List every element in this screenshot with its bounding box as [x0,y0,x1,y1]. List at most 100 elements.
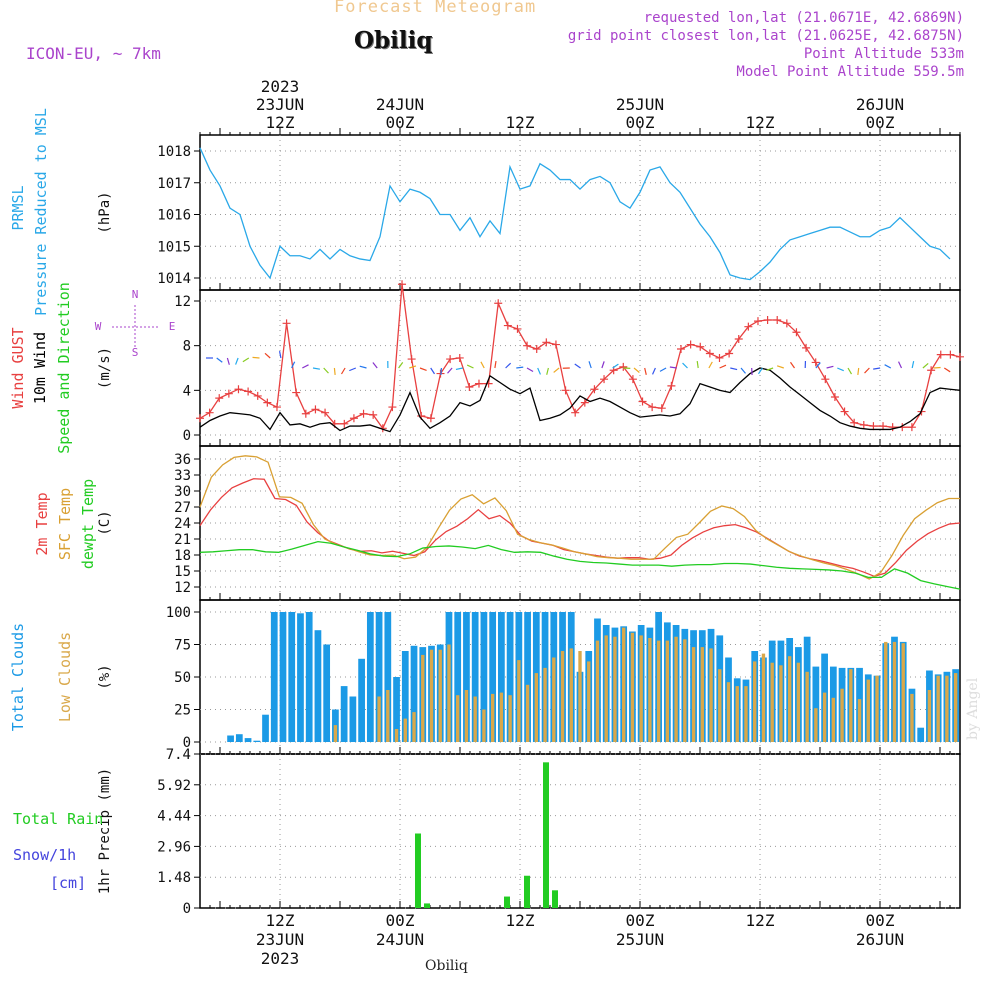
wind-gust-marker [753,317,762,326]
low-cloud-bar [953,673,958,742]
wind-gust-marker [590,385,599,394]
total-cloud-bar [812,666,820,742]
wind-direction-arrow [659,367,667,372]
wind-direction-arrow [766,367,774,371]
wind-direction-arrow [278,351,282,359]
wind-ylabel: (m/s) [97,347,113,389]
low-cloud-bar [447,644,451,742]
top-time-label: 24JUN [376,95,424,114]
rain-bar [504,896,510,908]
compass-west: W [95,320,102,333]
low-cloud-bar [543,667,547,742]
total-cloud-bar [297,613,304,742]
wind-gust-marker [734,334,743,343]
wind-gust-marker [600,375,609,384]
low-cloud-bar [386,690,390,742]
wind-direction-arrow [633,367,640,373]
temperature-ytick-label: 24 [174,516,191,532]
rain-bar [415,833,421,908]
temperature-ytick-label: 12 [174,580,191,596]
wind-gust-marker [580,398,589,407]
low-cloud-bar [438,649,442,742]
bottom-time-label: 24JUN [376,930,424,949]
wind-gust-marker [936,350,945,359]
low-cloud-bar [560,651,565,742]
wind-direction-arrow [719,364,727,369]
wind-direction-arrow [847,367,853,375]
wind-gust-marker [561,386,570,395]
wind-gust-marker [272,403,281,412]
compass-south: S [132,346,139,359]
wind-direction-arrow [340,367,346,375]
wind-direction-arrow [302,364,309,369]
wind-gust-marker [532,345,541,354]
wind-gust-marker [484,379,493,388]
total-cloud-bar [314,630,322,742]
bottom-time-label: 12Z [746,911,775,930]
wind-direction-arrow [372,362,378,369]
wind-gust-marker [215,394,224,403]
wind-direction-arrow [652,367,656,375]
wind-gust-marker [907,423,916,432]
low-cloud-bar [604,635,608,742]
temp-label-2m: 2m Temp [33,492,51,555]
wind-gust-marker [715,353,724,362]
cloud-label-total: Total Clouds [9,623,27,731]
total-cloud-bar [349,696,357,742]
low-cloud-bar [595,640,600,742]
wind-direction-arrow [553,367,560,373]
wind-ytick-label: 0 [183,428,191,444]
low-cloud-bar [691,647,696,742]
bottom-time-label: 00Z [626,911,655,930]
low-cloud-bar [456,695,460,742]
wind-gust-marker [686,340,695,349]
pressure-ytick-label: 1016 [157,208,191,224]
pressure-ytick-label: 1017 [157,176,191,192]
total-cloud-bar [358,658,365,742]
low-cloud-bar [822,692,827,742]
pressure-ytick-label: 1015 [157,239,191,255]
wind-direction-arrow [409,365,417,369]
wind-direction-arrow [740,367,746,374]
clouds-ytick-label: 75 [174,638,191,654]
total-cloud-bar [454,612,462,742]
temperature-ytick-label: 15 [174,564,191,580]
total-cloud-bar [489,612,497,742]
low-cloud-bar [665,640,670,742]
temp-label-dewpt: dewpt Temp [79,479,97,569]
wind-gust-marker [542,338,551,347]
wind-gust-marker [956,352,964,361]
compass-east: E [169,320,176,333]
wind-gust-marker [234,385,243,394]
low-cloud-bar [429,649,434,742]
rain-bar [524,875,530,908]
wind-ytick-label: 8 [183,339,191,355]
total-cloud-bar [524,612,531,742]
wind-gust-marker [744,322,753,331]
top-time-label: 25JUN [616,95,664,114]
temp-label-sfc: SFC Temp [56,488,74,560]
pressure-ylabel: (hPa) [97,191,113,233]
wind-direction-arrow [612,363,619,369]
low-cloud-bar [552,657,556,742]
wind-direction-arrow [897,361,903,369]
wind-direction-arrow [398,361,404,369]
wind-gust-marker [869,422,878,431]
low-cloud-bar [578,651,582,742]
wind-gust-marker [253,391,262,400]
low-cloud-bar [709,648,713,742]
wind-direction-arrow [264,352,271,359]
wind-direction-arrow [537,367,541,375]
low-cloud-bar [875,675,879,742]
wind-direction-arrow [333,367,336,376]
total-cloud-bar [480,612,488,742]
wind-gust-marker [879,422,888,431]
total-cloud-bar [917,727,925,742]
bottom-time-label: 25JUN [616,930,664,949]
low-cloud-bar [849,669,853,742]
app-title: Forecast Meteogram [334,0,537,17]
wind-direction-arrow [455,367,463,371]
wind-gust-marker [474,379,483,388]
wind-gust-marker [782,319,791,328]
wind-gust-marker [359,409,368,418]
